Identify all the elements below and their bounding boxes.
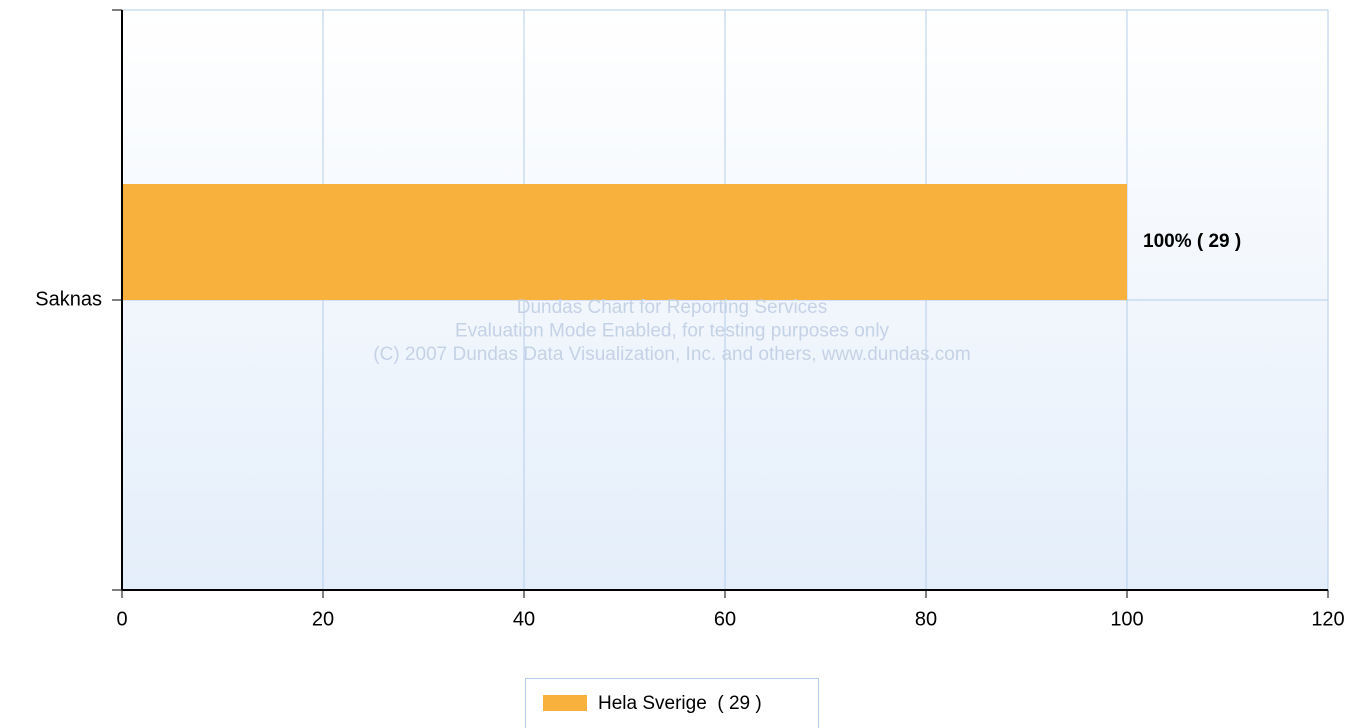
x-tick-label: 20: [312, 608, 334, 630]
x-tick-label: 80: [915, 608, 937, 630]
bar: [122, 184, 1127, 300]
x-tick-label: 100: [1110, 608, 1143, 630]
value-label: 100% ( 29 ): [1143, 231, 1241, 252]
x-tick-label: 40: [513, 608, 535, 630]
x-tick-label: 120: [1311, 608, 1344, 630]
watermark: (C) 2007 Dundas Data Visualization, Inc.…: [373, 344, 970, 365]
watermark: Dundas Chart for Reporting Services: [517, 297, 827, 318]
legend-swatch: [543, 695, 587, 711]
x-tick-label: 60: [714, 608, 736, 630]
legend-label: Hela Sverige ( 29 ): [598, 693, 762, 714]
watermark: Evaluation Mode Enabled, for testing pur…: [455, 321, 890, 342]
y-tick-label: Saknas: [35, 288, 102, 310]
x-tick-label: 0: [116, 608, 127, 630]
